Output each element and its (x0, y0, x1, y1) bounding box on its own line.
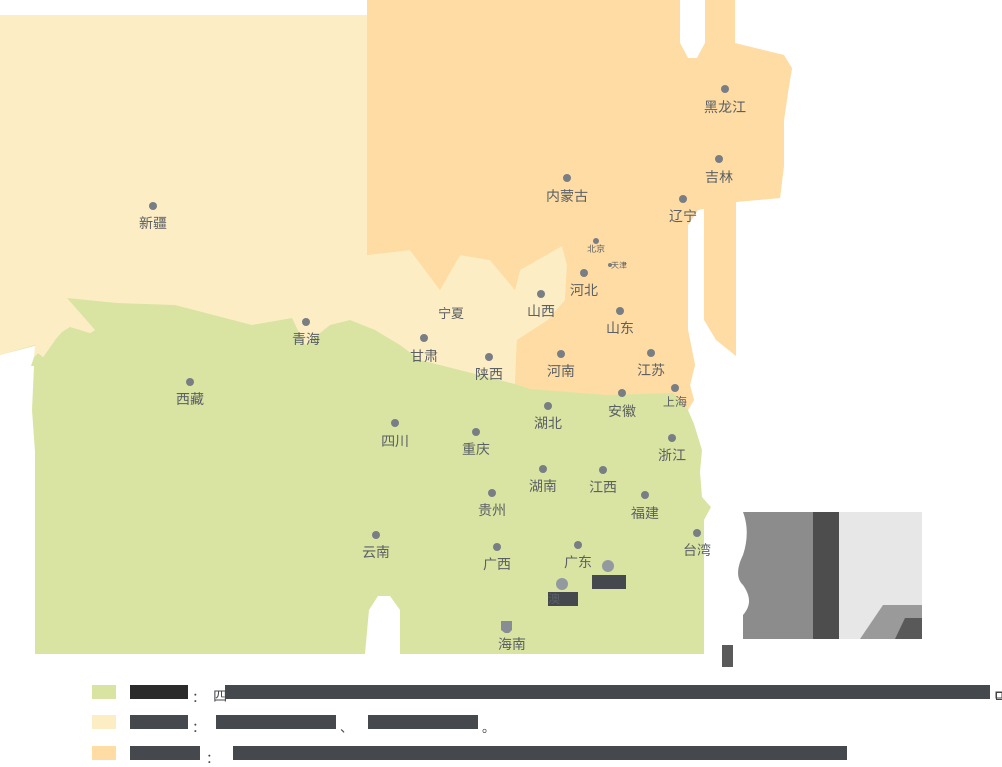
svg-text:澳: 澳 (548, 590, 560, 607)
